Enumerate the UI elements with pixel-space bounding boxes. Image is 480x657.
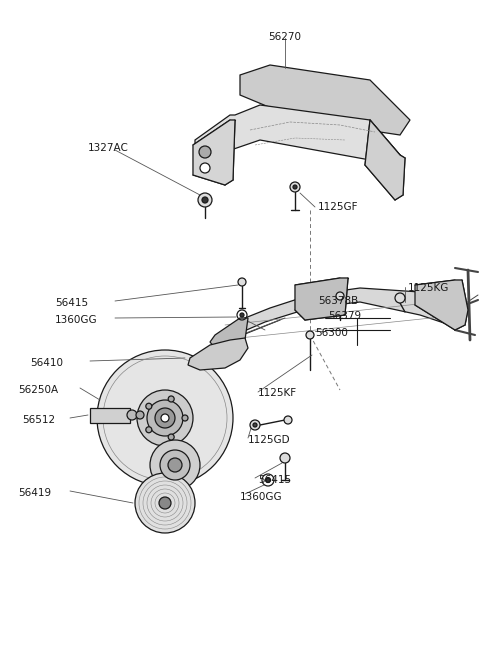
Circle shape <box>160 450 190 480</box>
Circle shape <box>199 146 211 158</box>
Circle shape <box>250 420 260 430</box>
Polygon shape <box>210 318 248 348</box>
Circle shape <box>198 193 212 207</box>
Circle shape <box>97 350 233 486</box>
Polygon shape <box>90 408 130 423</box>
Circle shape <box>147 400 183 436</box>
Circle shape <box>137 390 193 446</box>
Text: 1125GF: 1125GF <box>318 202 359 212</box>
Text: 56250A: 56250A <box>18 385 58 395</box>
Circle shape <box>290 182 300 192</box>
Text: 1360GG: 1360GG <box>240 492 283 502</box>
Circle shape <box>202 197 208 203</box>
Polygon shape <box>195 105 400 165</box>
Polygon shape <box>193 120 235 185</box>
Circle shape <box>265 478 271 482</box>
Circle shape <box>159 497 171 509</box>
Polygon shape <box>188 338 248 370</box>
Circle shape <box>182 415 188 421</box>
Polygon shape <box>240 65 410 135</box>
Circle shape <box>150 440 200 490</box>
Circle shape <box>127 410 137 420</box>
Polygon shape <box>365 120 405 200</box>
Text: 56379: 56379 <box>328 311 361 321</box>
Circle shape <box>155 408 175 428</box>
Circle shape <box>253 423 257 427</box>
Circle shape <box>161 414 169 422</box>
Text: 1125KG: 1125KG <box>408 283 449 293</box>
Text: 56378B: 56378B <box>318 296 358 306</box>
Circle shape <box>168 434 174 440</box>
Circle shape <box>395 293 405 303</box>
Circle shape <box>200 163 210 173</box>
Circle shape <box>136 411 144 419</box>
Circle shape <box>293 185 297 189</box>
Polygon shape <box>220 288 460 345</box>
Circle shape <box>146 403 152 409</box>
Text: 56415: 56415 <box>55 298 88 308</box>
Polygon shape <box>295 278 348 320</box>
Text: 56512: 56512 <box>22 415 55 425</box>
Circle shape <box>135 473 195 533</box>
Circle shape <box>280 453 290 463</box>
Text: 1360GG: 1360GG <box>55 315 97 325</box>
Circle shape <box>336 292 344 300</box>
Circle shape <box>240 313 244 317</box>
Text: 1327AC: 1327AC <box>88 143 129 153</box>
Text: 1125KF: 1125KF <box>258 388 297 398</box>
Circle shape <box>146 427 152 433</box>
Text: 56419: 56419 <box>18 488 51 498</box>
Text: 56300: 56300 <box>315 328 348 338</box>
Text: 56415: 56415 <box>258 475 291 485</box>
Text: 56270: 56270 <box>268 32 301 42</box>
Circle shape <box>306 331 314 339</box>
Circle shape <box>168 396 174 402</box>
Text: 1125GD: 1125GD <box>248 435 290 445</box>
Polygon shape <box>415 280 468 330</box>
Circle shape <box>238 278 246 286</box>
Circle shape <box>168 458 182 472</box>
Text: 56410: 56410 <box>30 358 63 368</box>
Circle shape <box>284 416 292 424</box>
